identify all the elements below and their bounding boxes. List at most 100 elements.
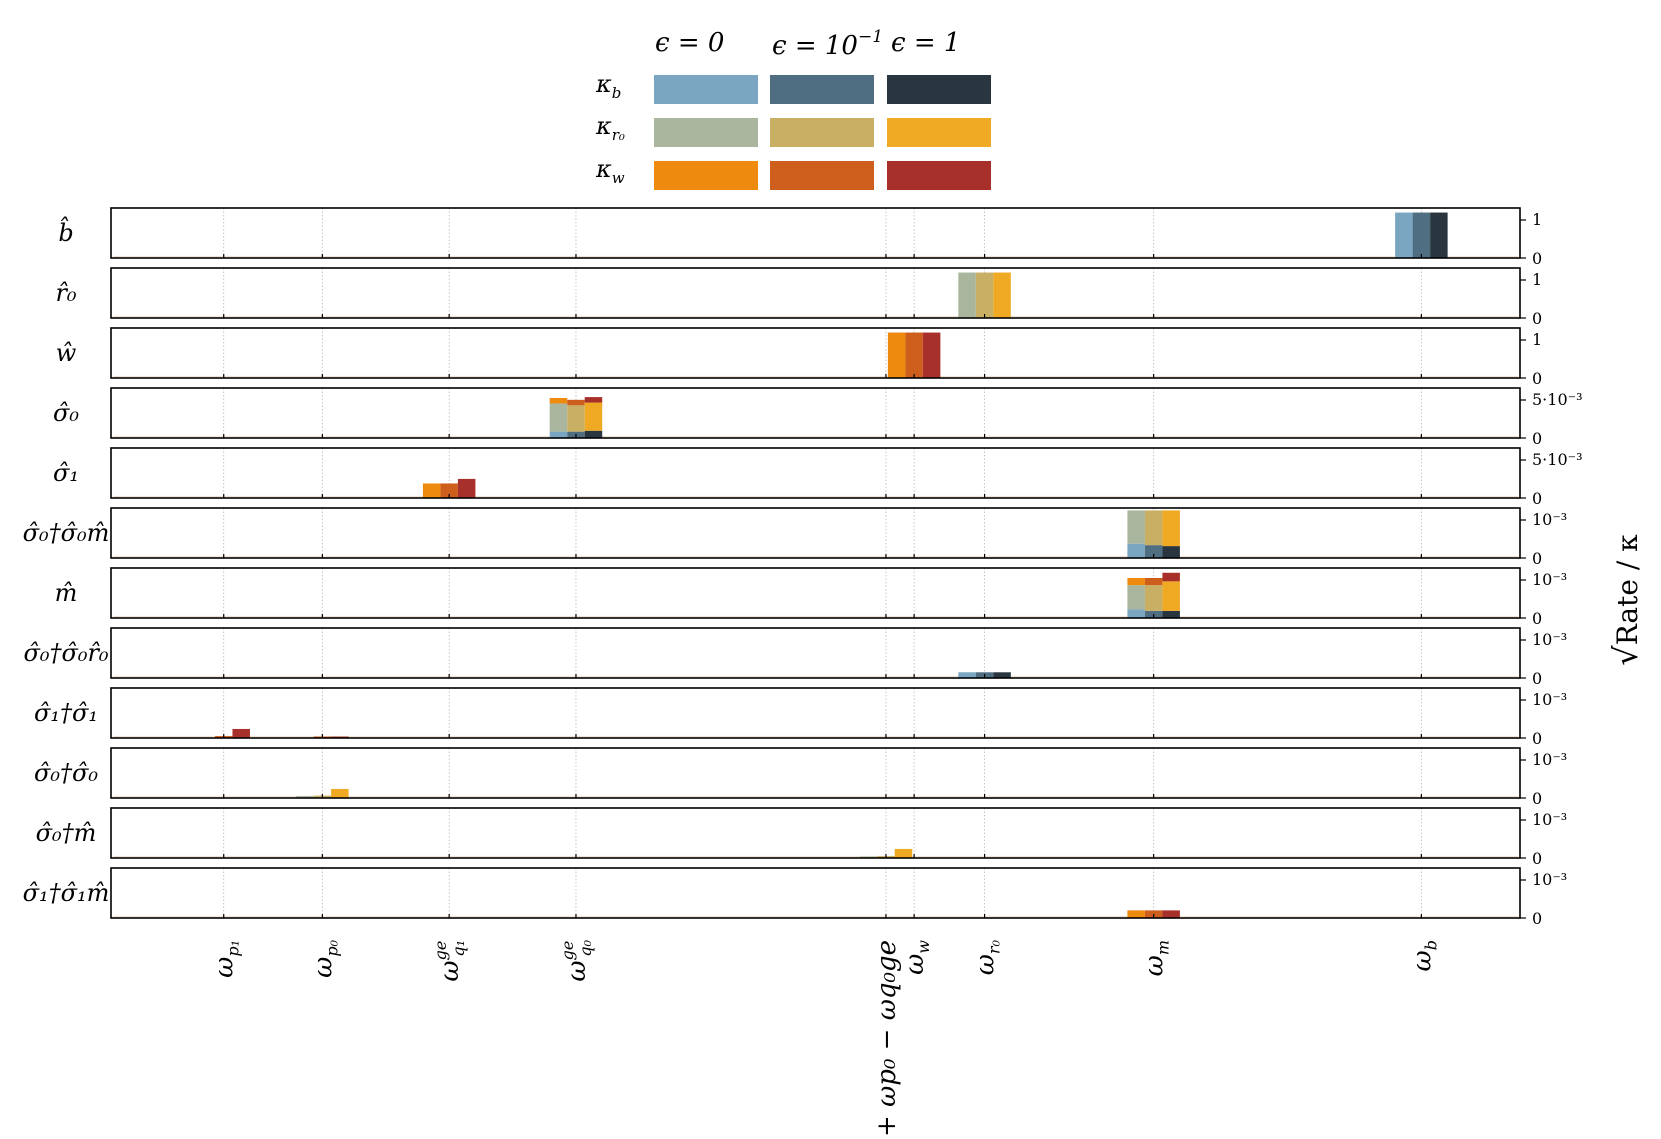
- legend-eps-0: ϵ = 0: [655, 28, 724, 58]
- row-label-2: ŵ: [56, 339, 77, 367]
- y-tick-label-top-11: 10⁻³: [1532, 870, 1567, 889]
- bar-p6-g0-eps2-k0: [1162, 610, 1180, 618]
- legend-swatch-r1-c0: [654, 118, 758, 147]
- bar-p0-g0-eps1-k0: [1412, 212, 1431, 258]
- row-label-3: σ̂₀: [53, 399, 79, 427]
- panel-9: 10⁻³ 0 σ̂₀†σ̂₀: [34, 747, 1567, 808]
- y-axis-label-sqrt: √: [1607, 645, 1645, 666]
- y-tick-label-bottom-6: 0: [1532, 609, 1542, 628]
- y-tick-label-bottom-0: 0: [1532, 249, 1542, 268]
- y-tick-label-bottom-4: 0: [1532, 489, 1542, 508]
- bar-p3-g0-eps1-k2: [567, 399, 585, 406]
- panel-frame-10: [110, 807, 1521, 859]
- bar-p3-g0-eps0-k1: [549, 403, 568, 432]
- bar-p0-g0-eps2-k0: [1430, 212, 1448, 258]
- legend-swatch-r1-c2: [887, 118, 991, 147]
- panel-frame-11: [110, 867, 1521, 919]
- x-tick-label-4: ωm + ωp₀ − ωq₀ge: [872, 940, 905, 1139]
- legend-swatch-r0-c1: [770, 75, 874, 104]
- legend-swatch-r2-c1: [770, 161, 874, 190]
- y-tick-label-top-0: 1: [1532, 210, 1542, 229]
- y-tick-label-top-6: 10⁻³: [1532, 570, 1567, 589]
- legend-eps-2: ϵ = 1: [891, 28, 960, 58]
- y-tick-label-bottom-11: 0: [1532, 909, 1542, 928]
- y-tick-label-top-8: 10⁻³: [1532, 690, 1567, 709]
- x-tick-label-6: ωr₀: [971, 939, 1004, 975]
- bar-p5-g0-eps2-k1: [1162, 510, 1180, 547]
- y-tick-label-bottom-2: 0: [1532, 369, 1542, 388]
- panel-0: 1 0 b̂: [58, 207, 1542, 268]
- bar-p3-g0-eps0-k2: [549, 398, 568, 404]
- bar-p6-g0-eps2-k1: [1162, 581, 1180, 611]
- bar-p2-g0-eps1-k2: [905, 332, 923, 378]
- row-label-7: σ̂₀†σ̂₀r̂₀: [23, 639, 108, 667]
- bar-p5-g0-eps2-k0: [1162, 546, 1180, 558]
- y-tick-label-top-7: 10⁻³: [1532, 630, 1567, 649]
- panel-10: 10⁻³ 0 σ̂₀†m̂: [36, 807, 1567, 868]
- x-tick-label-0: ωp₁: [210, 940, 243, 978]
- bar-p5-g0-eps1-k1: [1144, 510, 1163, 546]
- legend-eps-1: ϵ = 10−1: [772, 27, 883, 61]
- bar-p6-g0-eps1-k2: [1144, 578, 1163, 586]
- panel-1: 1 0 r̂₀: [55, 267, 1542, 328]
- panel-5: 10⁻³ 0 σ̂₀†σ̂₀m̂: [23, 507, 1567, 568]
- bar-p4-g0-eps1-k2: [440, 483, 458, 498]
- y-tick-label-bottom-5: 0: [1532, 549, 1542, 568]
- bar-p2-g0-eps2-k2: [922, 332, 941, 378]
- y-tick-label-top-4: 5·10⁻³: [1532, 450, 1582, 469]
- x-tick-label-3: ωgeq₀: [558, 939, 595, 981]
- bar-p3-g0-eps2-k0: [584, 430, 603, 438]
- row-label-8: σ̂₁†σ̂₁: [34, 699, 98, 727]
- panel-4: 5·10⁻³ 0 σ̂₁: [53, 447, 1582, 508]
- legend-swatch-r1-c1: [770, 118, 874, 147]
- legend-swatches: [654, 75, 991, 190]
- row-label-5: σ̂₀†σ̂₀m̂: [23, 519, 110, 547]
- row-label-1: r̂₀: [55, 279, 76, 307]
- y-tick-label-top-3: 5·10⁻³: [1532, 390, 1582, 409]
- panel-frame-7: [110, 627, 1521, 679]
- bar-p11-g0-eps2-k2: [1162, 910, 1180, 918]
- panel-frame-0: [110, 207, 1521, 259]
- y-tick-label-bottom-10: 0: [1532, 849, 1542, 868]
- legend-swatch-r2-c0: [654, 161, 758, 190]
- y-tick-label-bottom-1: 0: [1532, 309, 1542, 328]
- y-tick-label-bottom-9: 0: [1532, 789, 1542, 808]
- y-axis-label: √Rate / κ: [1607, 534, 1645, 666]
- bar-p9-g0-eps2-k1: [331, 788, 349, 798]
- y-tick-label-top-9: 10⁻³: [1532, 750, 1567, 769]
- bar-p5-g0-eps1-k0: [1144, 545, 1163, 558]
- panel-3: 5·10⁻³ 0 σ̂₀: [53, 387, 1582, 448]
- bar-p5-g0-eps0-k1: [1127, 510, 1145, 544]
- legend-kappa-w: κw: [595, 155, 625, 187]
- x-tick-label-1: ωp₀: [308, 939, 341, 977]
- row-label-4: σ̂₁: [53, 459, 79, 487]
- panel-frame-5: [110, 507, 1521, 559]
- panel-frame-9: [110, 747, 1521, 799]
- plot-panels: 1 0 b̂ 1 0 r̂₀ 1 0 ŵ 5·10⁻³ 0 σ̂₀ 5·10⁻³ 0 σ̂₁ 10⁻³ 0 σ̂₀…: [23, 207, 1582, 928]
- panel-frame-4: [110, 447, 1521, 499]
- bar-p6-g0-eps0-k2: [1127, 578, 1145, 586]
- bar-p6-g0-eps2-k2: [1162, 572, 1180, 582]
- y-tick-label-top-10: 10⁻³: [1532, 810, 1567, 829]
- row-label-0: b̂: [58, 216, 73, 247]
- bar-p6-g0-eps0-k0: [1127, 609, 1145, 618]
- bar-p8-g0-eps2-k2: [232, 728, 250, 738]
- x-tick-label-7: ωm: [1140, 940, 1173, 976]
- bar-p4-g0-eps0-k2: [422, 483, 441, 498]
- bar-p1-g0-eps2-k1: [993, 272, 1011, 318]
- svg-text:√Rate / κ: √Rate / κ: [1607, 534, 1645, 666]
- legend-kappa-b: κb: [595, 70, 621, 102]
- row-label-9: σ̂₀†σ̂₀: [34, 759, 98, 787]
- bar-p3-g0-eps2-k2: [584, 397, 603, 403]
- panel-frame-6: [110, 567, 1521, 619]
- bar-p10-g0-eps2-k1: [894, 848, 913, 858]
- x-tick-label-5: ωw: [900, 940, 933, 975]
- bar-p11-g0-eps0-k2: [1127, 910, 1145, 918]
- legend-swatch-r0-c0: [654, 75, 758, 104]
- bar-p1-g0-eps1-k1: [975, 272, 994, 318]
- y-axis-label-text: Rate / κ: [1611, 534, 1644, 645]
- row-label-11: σ̂₁†σ̂₁m̂: [23, 879, 110, 907]
- bar-p7-g0-eps2-k0: [993, 672, 1011, 678]
- panel-frame-8: [110, 687, 1521, 739]
